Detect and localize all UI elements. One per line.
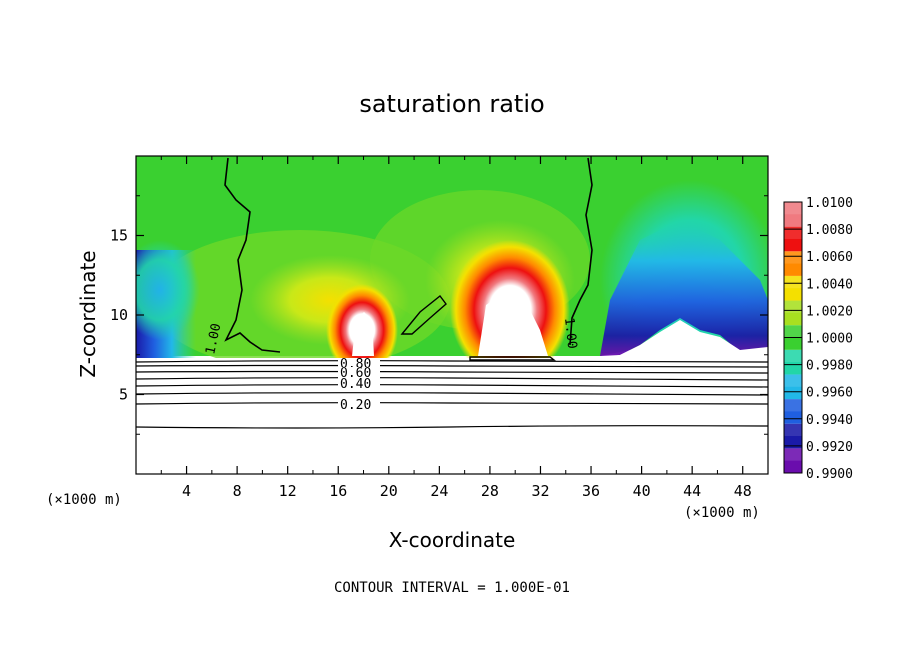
colorbar-swatch-band	[784, 300, 802, 313]
contour-1-00-right	[569, 157, 593, 346]
y-axis-ticks: 5 10 15	[110, 195, 768, 435]
colorbar-label: 0.9960	[806, 386, 853, 401]
colorbar-swatch-band	[784, 202, 802, 215]
colorbar-swatch-band	[784, 325, 802, 338]
colorbar-label: 0.9900	[806, 467, 853, 482]
colorbar-label: 0.9940	[806, 413, 853, 428]
x-tick-label: 8	[233, 482, 242, 500]
x-tick-label: 32	[531, 482, 549, 500]
x-tick-label: 20	[380, 482, 398, 500]
x-tick-label: 44	[683, 482, 701, 500]
colorbar-swatch	[784, 300, 802, 326]
contour-closed	[400, 295, 447, 335]
colorbar-swatch-band	[784, 251, 802, 264]
colorbar-swatch	[784, 423, 802, 449]
x-axis-label: X-coordinate	[389, 528, 516, 552]
x-tick-label: 24	[430, 482, 448, 500]
x-tick-label: 36	[582, 482, 600, 500]
colorbar-label: 1.0080	[806, 223, 853, 238]
contour-label-1-00-left: 1.00	[203, 322, 224, 356]
colorbar-swatch-band	[784, 423, 802, 437]
x-tick-label: 28	[481, 482, 499, 500]
x-tick-label: 16	[329, 482, 347, 500]
field-right-blue	[600, 220, 768, 356]
y-tick-label: 5	[119, 386, 128, 404]
colorbar-swatch	[784, 251, 802, 276]
contour-line-c	[136, 425, 768, 429]
x-unit-left: (×1000 m)	[46, 492, 122, 508]
x-tick-label: 40	[633, 482, 651, 500]
colorbar-swatch	[784, 349, 802, 375]
contour-label-0-40: 0.40	[340, 377, 371, 392]
x-tick-label: 12	[279, 482, 297, 500]
colorbar-label: 1.0020	[806, 304, 853, 319]
colorbar-swatch	[784, 202, 802, 227]
colorbar-swatch-band	[784, 349, 802, 363]
colorbar-swatch-band	[784, 226, 802, 239]
colorbar-label: 1.0000	[806, 332, 853, 347]
colorbar-label: 0.9920	[806, 440, 853, 455]
y-tick-label: 15	[110, 227, 128, 245]
contour-interval-note: CONTOUR INTERVAL = 1.000E-01	[334, 580, 570, 596]
plot-area: 1.00 1.00 0.80 0.60 0.40 0.20	[136, 156, 768, 474]
x-unit-right: (×1000 m)	[684, 505, 760, 521]
x-tick-label: 4	[182, 482, 191, 500]
colorbar-swatch	[784, 275, 802, 301]
contour-label-1-00-right: 1.00	[561, 317, 579, 350]
colorbar-swatch	[784, 226, 802, 252]
x-axis-ticks: 4 8 12 16 20 24 28 32 36 40 44 48	[160, 156, 752, 500]
colorbar-swatch	[784, 399, 802, 424]
colorbar-label: 1.0040	[806, 277, 853, 292]
y-tick-label: 10	[110, 306, 128, 324]
colorbar-swatch-band	[784, 399, 802, 412]
colorbar-swatch-band	[784, 275, 802, 289]
colorbar-swatch	[784, 374, 802, 400]
colorbar-swatch	[784, 448, 802, 473]
colorbar-label: 0.9980	[806, 359, 853, 374]
colorbar-swatch-band	[784, 374, 802, 387]
contour-line-b	[136, 402, 768, 405]
colorbar-label: 1.0060	[806, 250, 853, 265]
colorbar-swatch-band	[784, 448, 802, 461]
y-axis-label: Z-coordinate	[76, 250, 100, 377]
contour-line-a	[136, 360, 768, 363]
colorbar-label: 1.0100	[806, 196, 853, 211]
contour-1-00-left	[224, 157, 281, 353]
colorbar: 0.9900 0.9920 0.9940 0.9960 0.9980 1.0000 1.00…	[783, 196, 853, 482]
chart-title: saturation ratio	[359, 90, 544, 118]
contour-label-0-20: 0.20	[340, 398, 371, 413]
x-tick-label: 48	[734, 482, 752, 500]
